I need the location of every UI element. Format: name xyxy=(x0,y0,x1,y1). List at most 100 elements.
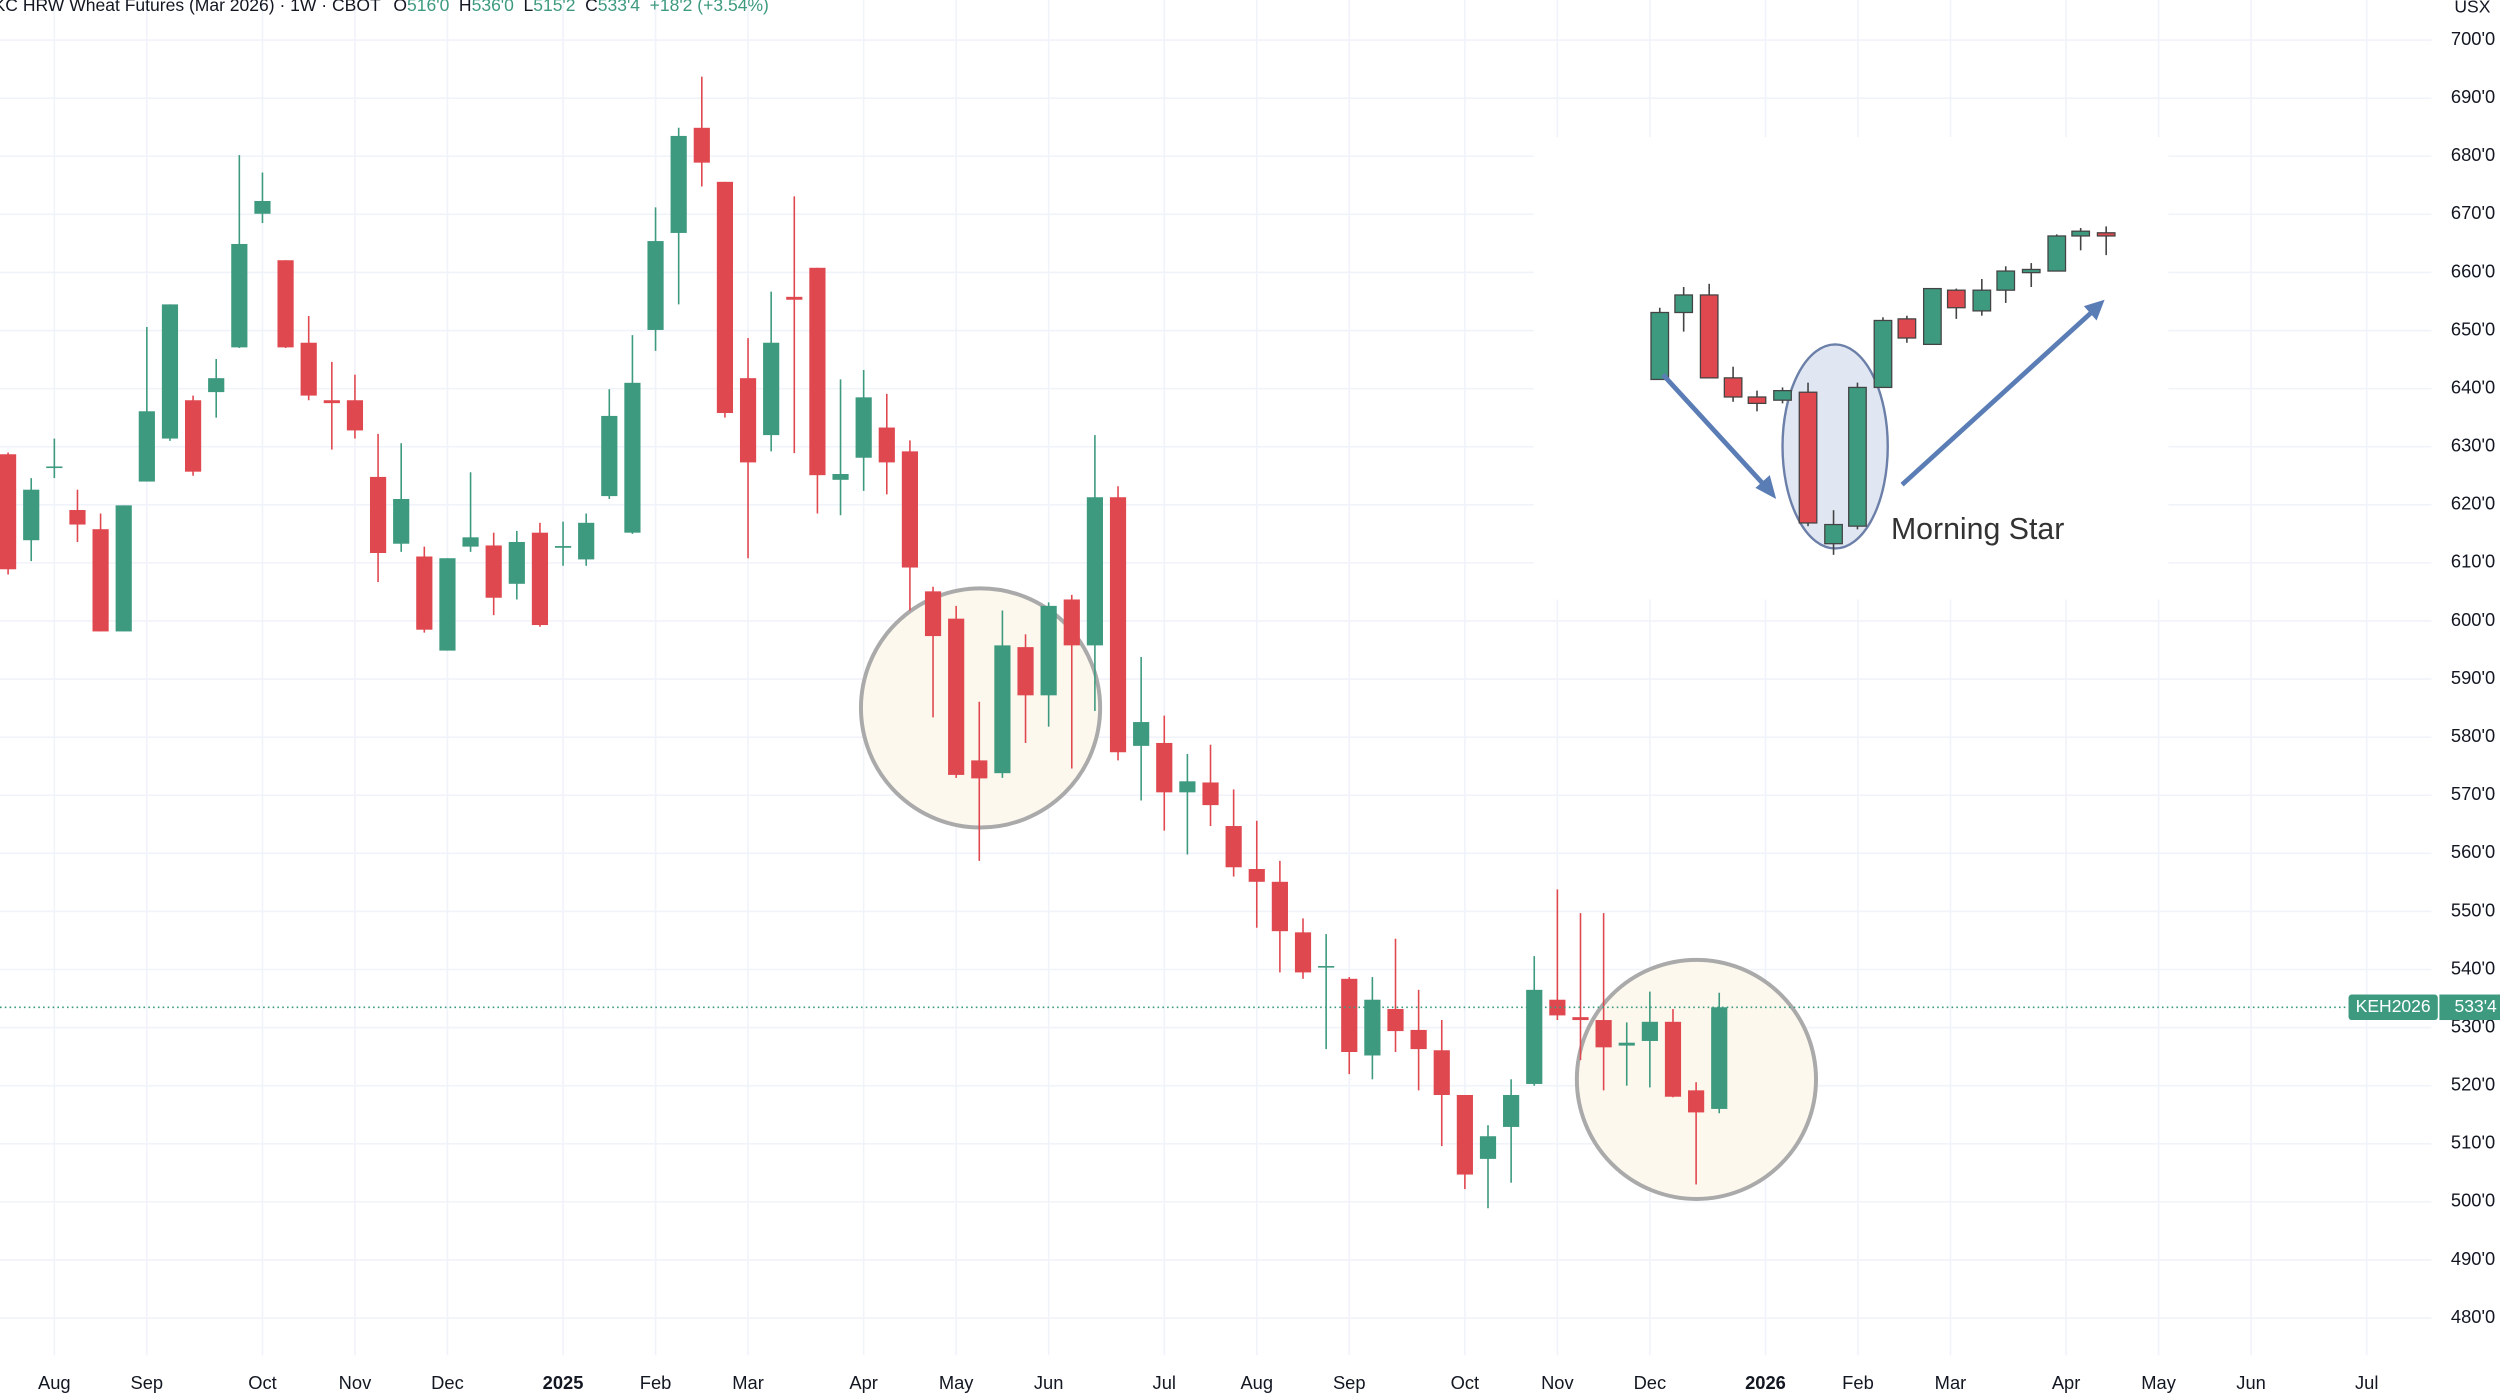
x-tick-label: May xyxy=(939,1372,974,1393)
candle-body xyxy=(693,127,710,163)
candle-body xyxy=(184,400,202,472)
x-tick-label: 2025 xyxy=(543,1372,584,1393)
candle-body xyxy=(416,556,433,630)
y-tick-label: 690'0 xyxy=(2451,86,2495,107)
inset-candle xyxy=(1723,377,1743,398)
inset-candle xyxy=(2071,230,2091,237)
ohlc-value: 516'0 xyxy=(407,0,450,15)
inset-candle xyxy=(1674,294,1694,314)
morning-star-inset xyxy=(1533,137,2169,600)
candle-body xyxy=(1364,999,1381,1056)
inset-candle xyxy=(1922,287,1942,346)
x-tick-label: Aug xyxy=(1240,1372,1273,1393)
candle-body xyxy=(1618,1042,1635,1046)
inset-candle xyxy=(1946,289,1966,309)
y-tick-label: 650'0 xyxy=(2451,318,2495,339)
candle-body xyxy=(1433,1050,1450,1095)
y-tick-label: 670'0 xyxy=(2451,202,2495,223)
ohlc-value: 536'0 xyxy=(472,0,515,15)
y-tick-label: 640'0 xyxy=(2451,376,2495,397)
candle-body xyxy=(393,498,410,544)
inset-candle xyxy=(1972,289,1992,312)
candle-body xyxy=(971,760,988,779)
candle-body xyxy=(115,505,132,632)
inset-candle xyxy=(1699,294,1719,379)
y-tick-label: 530'0 xyxy=(2451,1015,2495,1036)
candle-body xyxy=(994,645,1011,774)
candle-body xyxy=(1341,978,1358,1053)
x-tick-label: Dec xyxy=(431,1372,464,1393)
y-tick-label: 540'0 xyxy=(2451,957,2495,978)
candle-body xyxy=(23,489,40,541)
candle-body xyxy=(1526,989,1543,1084)
inset-candle xyxy=(1848,386,1867,527)
arrow xyxy=(1661,373,1772,493)
y-tick-label: 590'0 xyxy=(2451,667,2495,688)
highlight-circle xyxy=(858,586,1103,830)
candle-body xyxy=(647,241,664,330)
candle-body xyxy=(92,529,109,632)
candle-body xyxy=(1017,647,1034,696)
y-tick-label: 620'0 xyxy=(2451,493,2495,514)
y-tick-label: 550'0 xyxy=(2451,899,2495,920)
x-tick-label: Mar xyxy=(732,1372,764,1393)
candle-body xyxy=(1248,869,1265,882)
x-tick-label: Nov xyxy=(1541,1372,1574,1393)
candle-body xyxy=(1688,1090,1705,1113)
candle-body xyxy=(809,267,826,476)
inset-candle xyxy=(1996,270,2016,291)
candle-body xyxy=(578,522,595,560)
x-tick-label: Jul xyxy=(2355,1372,2378,1393)
candle-body xyxy=(531,532,549,626)
candle-body xyxy=(1549,999,1566,1016)
candle-body xyxy=(485,545,502,598)
candle-body xyxy=(1572,1017,1589,1021)
candle-body xyxy=(786,296,803,300)
price-label: 533'4 xyxy=(2454,996,2497,1016)
candle-body xyxy=(1318,966,1335,968)
ohlc-key: C xyxy=(585,0,598,15)
candle-body xyxy=(439,558,456,651)
price-badge xyxy=(2439,994,2500,1021)
inset-candle xyxy=(1650,311,1670,381)
candle-body xyxy=(208,378,225,393)
x-tick-label: Jun xyxy=(1034,1372,1064,1393)
candle-body xyxy=(1133,722,1150,746)
x-tick-label: Apr xyxy=(2052,1372,2081,1393)
arrow xyxy=(1900,305,2099,487)
x-tick-label: Feb xyxy=(640,1372,672,1393)
ohlc-key: H xyxy=(459,0,472,15)
arrow-head xyxy=(1755,475,1777,500)
candle-body xyxy=(1040,605,1057,696)
y-tick-label: 700'0 xyxy=(2451,28,2495,49)
candle-body xyxy=(1202,782,1219,806)
candle-body xyxy=(277,260,294,348)
symbol-badge xyxy=(2348,994,2438,1021)
candle-body xyxy=(369,476,387,554)
x-tick-label: Sep xyxy=(1333,1372,1366,1393)
inset-candle xyxy=(2047,235,2067,272)
candle-body xyxy=(948,618,965,775)
highlight-circle xyxy=(1574,957,1818,1201)
candle-body xyxy=(1271,881,1288,932)
arrow-head xyxy=(2083,299,2105,321)
candle-body xyxy=(462,537,479,547)
y-tick-label: 560'0 xyxy=(2451,841,2495,862)
annotation: Morning Star xyxy=(1891,513,2064,546)
inset-candle xyxy=(2021,268,2041,274)
inset-candle xyxy=(1873,319,1893,389)
x-tick-label: Mar xyxy=(1935,1372,1967,1393)
y-tick-label: 610'0 xyxy=(2451,551,2495,572)
candle-body xyxy=(323,400,340,404)
candle-body xyxy=(254,200,271,214)
y-tick-label: 580'0 xyxy=(2451,725,2495,746)
x-tick-label: Oct xyxy=(1451,1372,1480,1393)
candle-body xyxy=(1294,932,1312,973)
candle-body xyxy=(346,400,364,431)
symbol-label: KEH2026 xyxy=(2356,996,2431,1016)
candle-body xyxy=(1156,742,1173,793)
candle-body xyxy=(1086,497,1103,646)
inset-candle xyxy=(1773,389,1792,401)
candle-body xyxy=(1479,1136,1497,1159)
